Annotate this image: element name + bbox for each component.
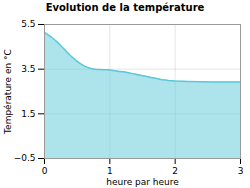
svg-text:2: 2 [172, 166, 178, 176]
svg-text:3: 3 [238, 166, 244, 176]
html-text:Evolution de la température: Evolution de la température [45, 2, 205, 13]
svg-text:−0.5: −0.5 [14, 153, 36, 163]
svg-text:Température en °C: Température en °C [3, 49, 13, 135]
svg-text:5.5: 5.5 [21, 19, 35, 29]
svg-text:heure par heure: heure par heure [106, 177, 179, 187]
svg-text:0: 0 [42, 166, 48, 176]
svg-text:3.5: 3.5 [21, 64, 35, 74]
svg-text:1: 1 [107, 166, 113, 176]
svg-text:1.5: 1.5 [21, 109, 35, 119]
